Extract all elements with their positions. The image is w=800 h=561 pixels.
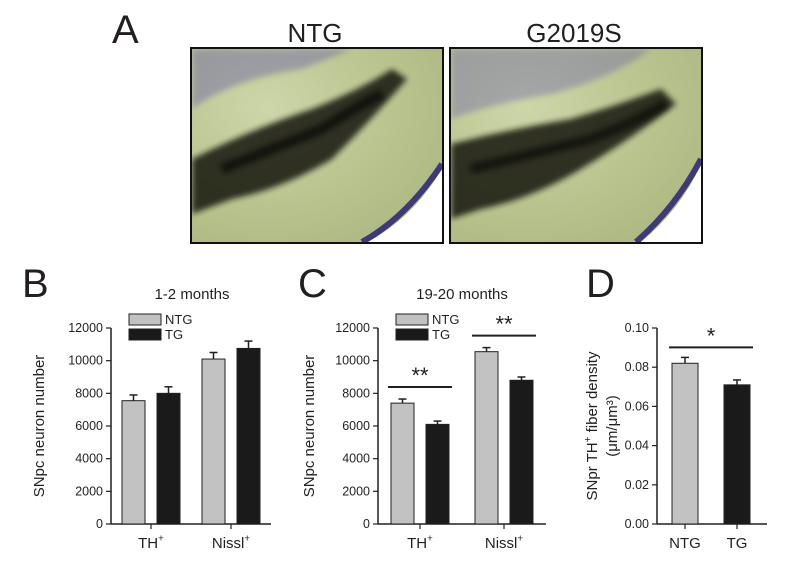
significance-label: ** — [411, 363, 429, 388]
panel-c-letter: C — [298, 262, 327, 306]
x-tick-label: Nissl+ — [212, 533, 251, 552]
legend-swatch-ntg — [395, 313, 429, 326]
y-axis-unit: (μm/μm³) — [604, 395, 621, 456]
bar-tg — [723, 384, 751, 525]
ntg-micrograph — [190, 47, 444, 244]
y-tick-label: 0.06 — [625, 399, 649, 413]
y-tick-label: 0 — [363, 517, 370, 531]
chart-b: 0 2000 4000 6000 8000 10000 12000 SNpc neuron n… — [31, 312, 271, 552]
ntg-image-title: NTG — [287, 18, 343, 48]
y-tick-label: 2000 — [75, 484, 103, 498]
chart-c: 0 2000 4000 6000 8000 10000 12000 SNpc neuron n… — [301, 312, 546, 552]
chart-d: 0.00 0.02 0.04 0.06 0.08 0.10 SNpr TH+ fiber d… — [585, 321, 767, 552]
legend-label-tg: TG — [432, 327, 450, 342]
y-tick-label: 10000 — [335, 354, 370, 368]
x-tick-label: TH+ — [138, 533, 164, 552]
x-tick-label: TG — [727, 535, 748, 552]
y-tick-label: 0.08 — [625, 360, 649, 374]
legend-swatch-tg — [128, 328, 162, 341]
bar-ntg — [121, 400, 146, 525]
y-tick-label: 6000 — [75, 419, 103, 433]
bar-ntg — [474, 351, 499, 525]
significance-label: * — [707, 323, 716, 348]
x-tick-label: NTG — [669, 535, 701, 552]
significance-label: ** — [495, 312, 513, 337]
y-axis-label: SNpc neuron number — [31, 355, 48, 498]
y-tick-label: 0.04 — [625, 439, 649, 453]
chart-b-title: 1-2 months — [154, 286, 230, 303]
x-tick-label: TH+ — [407, 533, 433, 552]
bar-ntg — [390, 402, 415, 525]
legend-label-ntg: NTG — [432, 312, 459, 327]
bar-tg — [156, 392, 181, 525]
g2019s-image-title: G2019S — [526, 18, 622, 48]
panel-b-letter: B — [22, 262, 49, 306]
panel-a-letter: A — [112, 8, 139, 52]
bar-ntg — [671, 362, 699, 525]
y-tick-label: 4000 — [342, 452, 370, 466]
y-tick-label: 0.10 — [625, 321, 649, 335]
y-axis-label: SNpc neuron number — [301, 355, 318, 498]
y-tick-label: 12000 — [335, 321, 370, 335]
y-tick-label: 8000 — [75, 386, 103, 400]
y-tick-label: 2000 — [342, 484, 370, 498]
y-tick-label: 0.00 — [625, 517, 649, 531]
x-tick-label: Nissl+ — [485, 533, 524, 552]
legend-swatch-ntg — [128, 313, 162, 326]
y-tick-label: 10000 — [68, 354, 103, 368]
y-tick-label: 6000 — [342, 419, 370, 433]
legend-swatch-tg — [395, 328, 429, 341]
y-tick-label: 4000 — [75, 452, 103, 466]
g2019s-micrograph — [449, 47, 703, 244]
y-tick-label: 12000 — [68, 321, 103, 335]
bar-tg — [236, 347, 261, 525]
panel-d-letter: D — [586, 262, 615, 306]
y-axis-label: SNpr TH+ fiber density — [585, 351, 601, 500]
y-tick-label: 0 — [96, 517, 103, 531]
legend-label-ntg: NTG — [165, 312, 192, 327]
bar-ntg — [201, 358, 226, 525]
bar-tg — [509, 379, 534, 525]
bar-tg — [425, 423, 450, 525]
legend-label-tg: TG — [165, 327, 183, 342]
chart-c-title: 19-20 months — [416, 286, 508, 303]
y-tick-label: 8000 — [342, 386, 370, 400]
y-tick-label: 0.02 — [625, 478, 649, 492]
